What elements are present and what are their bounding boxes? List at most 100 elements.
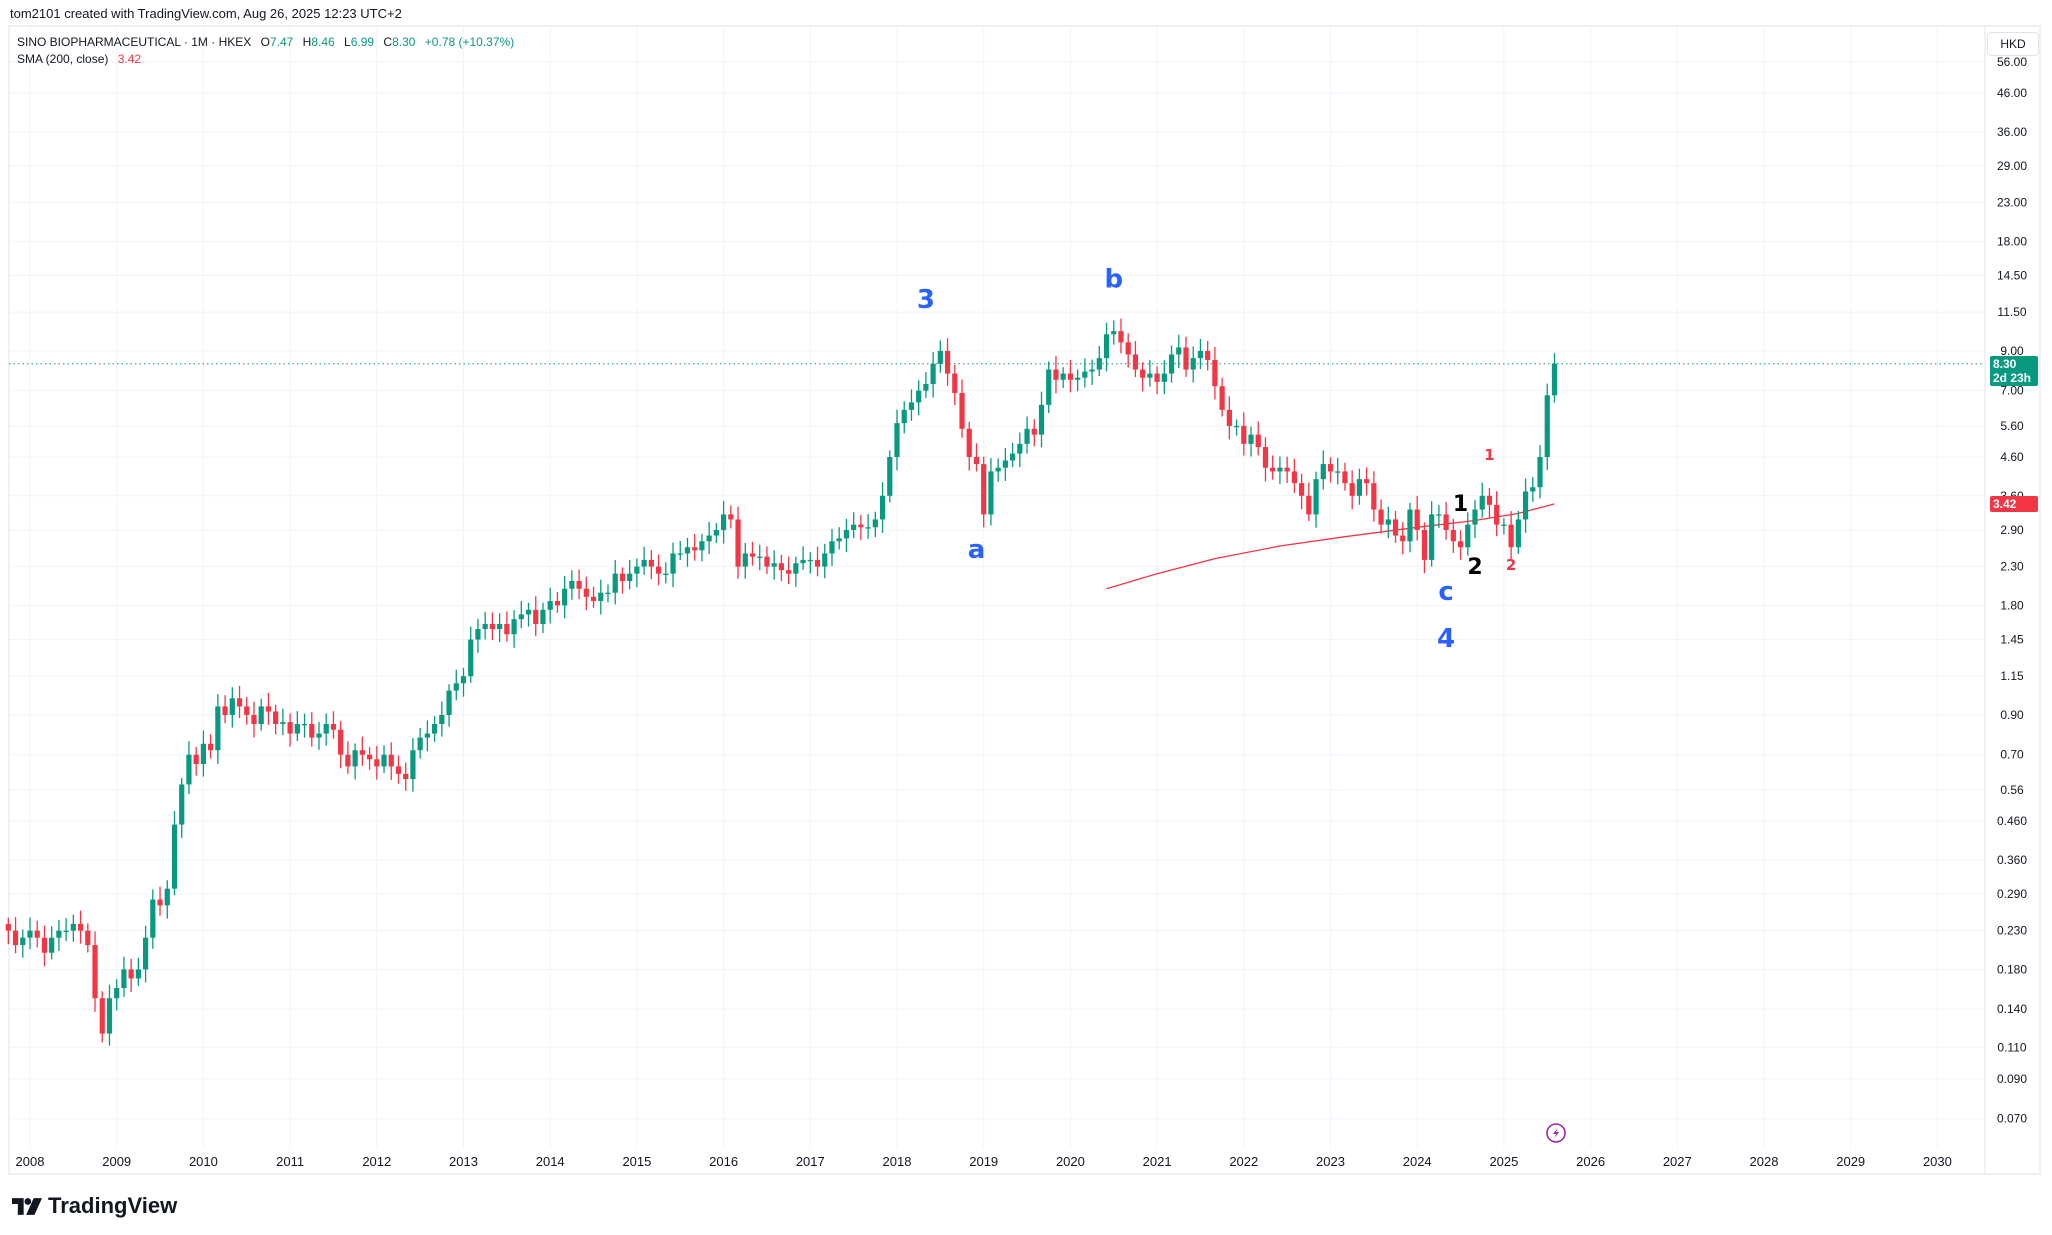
candle-body (764, 556, 770, 567)
candle (106, 984, 113, 1046)
candle (460, 667, 467, 697)
candle-body (1356, 479, 1362, 496)
candle-body (1024, 428, 1030, 444)
candle-body (648, 559, 654, 567)
y-tick-label: 1.45 (2000, 633, 2024, 647)
candle-body (251, 714, 257, 725)
candle-body (460, 676, 467, 684)
candle-body (641, 559, 647, 567)
candle (807, 552, 813, 574)
candle-body (128, 969, 134, 979)
lightning-icon[interactable] (1546, 1123, 1566, 1143)
candle (475, 618, 481, 653)
candle (157, 886, 163, 916)
candle-body (670, 553, 676, 574)
candle (1313, 471, 1319, 528)
candle (721, 500, 727, 544)
x-tick-label: 2014 (536, 1154, 565, 1169)
candle (1277, 456, 1283, 485)
candle (345, 741, 351, 774)
candle (547, 587, 553, 624)
candle-body (171, 824, 178, 889)
x-tick-label: 2025 (1489, 1154, 1518, 1169)
candle (1219, 377, 1225, 417)
y-tick-label: 11.50 (1997, 305, 2026, 319)
candle-body (605, 592, 611, 595)
candle (1465, 512, 1471, 556)
price-axis[interactable]: 56.00 46.00 36.00 29.00 23.00 18.00 14.50 11.50… (1984, 26, 2027, 1174)
candle-body (497, 624, 503, 630)
candle (937, 340, 943, 373)
candle (1096, 346, 1102, 377)
y-tick-label: 5.60 (2000, 419, 2024, 433)
candle (56, 919, 62, 951)
candle (908, 389, 915, 421)
candle (713, 523, 719, 543)
candle (294, 711, 300, 742)
candle (944, 338, 951, 386)
candle-body (56, 930, 62, 938)
x-tick-label: 2027 (1663, 1154, 1692, 1169)
candle (858, 515, 864, 540)
candle-body (316, 733, 322, 738)
candle (627, 560, 633, 590)
candle-body (1407, 509, 1413, 542)
candle-body (540, 609, 546, 625)
candle-body (1140, 369, 1146, 378)
candle (1082, 358, 1088, 388)
candle-body (1096, 358, 1102, 370)
candle (670, 542, 676, 588)
candle-body (699, 541, 705, 551)
candle-body (258, 706, 264, 725)
candle (395, 755, 402, 784)
candle (63, 918, 69, 942)
candle (663, 562, 669, 584)
candle (338, 720, 344, 769)
candle (822, 543, 828, 579)
candle-body (757, 556, 763, 558)
tradingview-logo[interactable]: TradingView (12, 1193, 177, 1219)
candle-body (511, 619, 517, 635)
candle-body (121, 969, 127, 989)
candle-body (1320, 464, 1326, 480)
candle-body (742, 553, 748, 567)
candle-body (807, 559, 813, 562)
candle (135, 957, 141, 986)
candle-body (352, 750, 358, 767)
candle (1349, 470, 1355, 510)
candle (1060, 367, 1066, 388)
candle (1335, 457, 1341, 485)
candle-body (1089, 369, 1095, 372)
candle-body (374, 759, 380, 767)
candle-body (1515, 519, 1521, 548)
candle-body (843, 529, 850, 539)
candle (1176, 334, 1182, 369)
time-axis[interactable]: 2008 2009 2010 2011 2012 2013 2014 2015 2016 2017… (16, 1154, 1952, 1169)
candle-body (1501, 524, 1507, 526)
candle (1046, 361, 1052, 414)
candle (497, 613, 503, 642)
currency-button[interactable]: HKD (1987, 32, 2039, 56)
candle (1291, 458, 1297, 493)
candle-body (981, 464, 987, 515)
candle (771, 550, 777, 580)
candle-body (959, 392, 965, 429)
candle (251, 701, 257, 738)
y-tick-label: 0.230 (1997, 924, 2027, 938)
x-tick-label: 2015 (622, 1154, 651, 1169)
candle (1515, 511, 1521, 554)
high-label: H (302, 35, 312, 49)
sma-label[interactable]: SMA (200, close) (17, 52, 109, 66)
candle (1075, 369, 1081, 392)
candle (1356, 468, 1362, 505)
candle-body (908, 402, 915, 410)
candle-body (793, 563, 799, 574)
candle-body (786, 570, 792, 574)
candle-body (1226, 409, 1232, 426)
candle-body (995, 467, 1001, 472)
y-tick-label: 0.090 (1997, 1072, 2027, 1086)
symbol-title[interactable]: SINO BIOPHARMACEUTICAL · 1M · HKEX (17, 35, 252, 49)
candle (995, 458, 1001, 482)
candle-body (518, 614, 524, 620)
